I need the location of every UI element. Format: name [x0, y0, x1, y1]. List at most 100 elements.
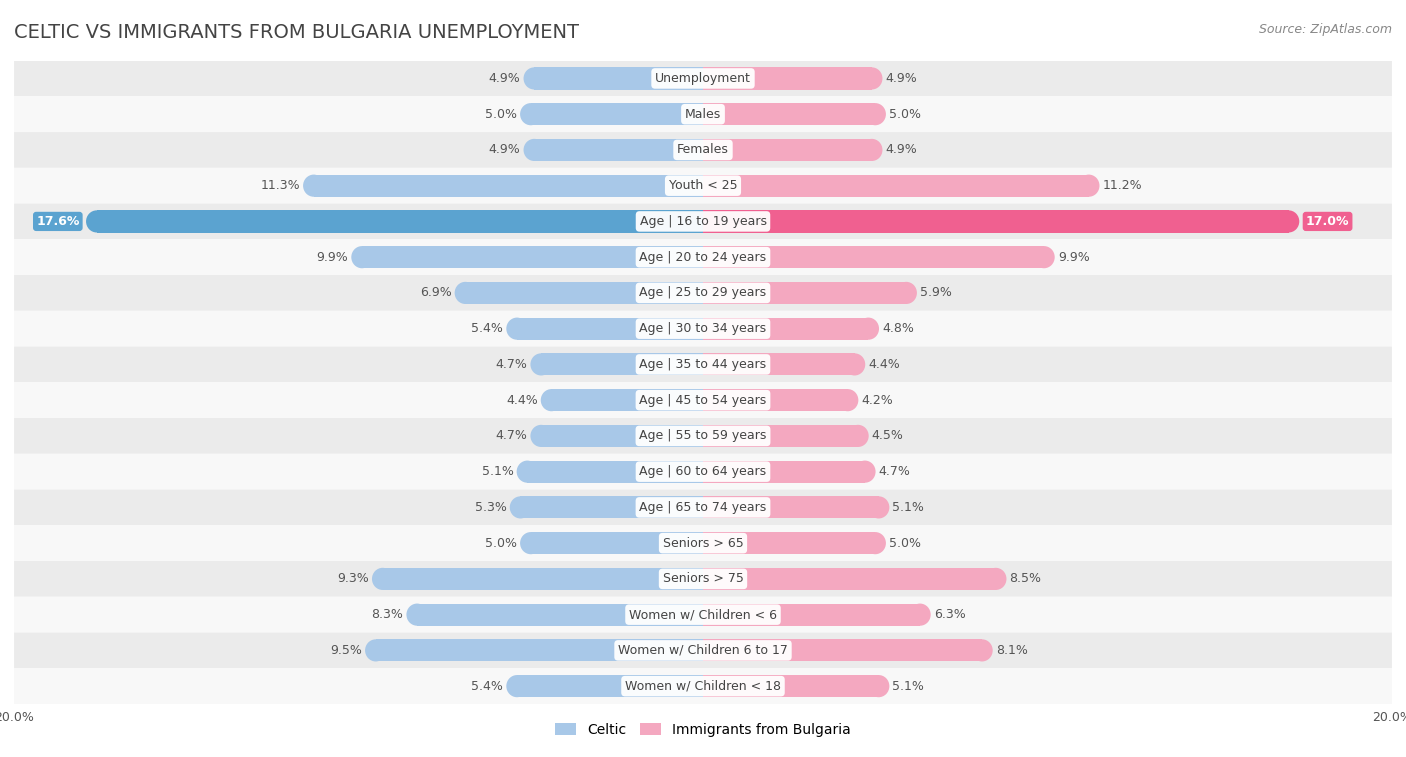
- Bar: [703, 175, 1088, 197]
- Text: 5.4%: 5.4%: [471, 322, 503, 335]
- Text: 5.9%: 5.9%: [920, 286, 952, 300]
- Circle shape: [868, 675, 890, 697]
- Text: Women w/ Children < 18: Women w/ Children < 18: [626, 680, 780, 693]
- Text: Age | 16 to 19 years: Age | 16 to 19 years: [640, 215, 766, 228]
- Text: 9.5%: 9.5%: [330, 644, 361, 657]
- Text: 9.9%: 9.9%: [316, 251, 349, 263]
- Text: 4.9%: 4.9%: [886, 143, 917, 157]
- Text: 17.6%: 17.6%: [37, 215, 80, 228]
- Text: 4.4%: 4.4%: [506, 394, 537, 407]
- Bar: [703, 354, 855, 375]
- Text: 5.0%: 5.0%: [889, 107, 921, 120]
- Bar: [520, 497, 703, 519]
- Circle shape: [541, 389, 562, 411]
- Bar: [703, 389, 848, 411]
- Text: 9.9%: 9.9%: [1057, 251, 1090, 263]
- Bar: [531, 103, 703, 125]
- Bar: [314, 175, 703, 197]
- Circle shape: [530, 425, 551, 447]
- FancyBboxPatch shape: [14, 382, 1392, 418]
- Text: 8.1%: 8.1%: [995, 644, 1028, 657]
- Text: 11.2%: 11.2%: [1102, 179, 1142, 192]
- FancyBboxPatch shape: [14, 525, 1392, 561]
- Text: Age | 65 to 74 years: Age | 65 to 74 years: [640, 501, 766, 514]
- Bar: [703, 497, 879, 519]
- Bar: [703, 210, 1289, 232]
- Text: Age | 35 to 44 years: Age | 35 to 44 years: [640, 358, 766, 371]
- Text: 4.2%: 4.2%: [862, 394, 893, 407]
- Text: 6.9%: 6.9%: [420, 286, 451, 300]
- Text: 5.1%: 5.1%: [893, 501, 924, 514]
- Circle shape: [986, 568, 1007, 590]
- Text: 4.7%: 4.7%: [495, 429, 527, 442]
- Text: CELTIC VS IMMIGRANTS FROM BULGARIA UNEMPLOYMENT: CELTIC VS IMMIGRANTS FROM BULGARIA UNEMP…: [14, 23, 579, 42]
- Circle shape: [972, 640, 993, 662]
- Bar: [541, 354, 703, 375]
- Circle shape: [837, 389, 858, 411]
- Text: Seniors > 65: Seniors > 65: [662, 537, 744, 550]
- Text: Age | 25 to 29 years: Age | 25 to 29 years: [640, 286, 766, 300]
- Text: 5.3%: 5.3%: [475, 501, 506, 514]
- Bar: [551, 389, 703, 411]
- FancyBboxPatch shape: [14, 490, 1392, 525]
- Circle shape: [352, 246, 373, 268]
- Bar: [541, 425, 703, 447]
- Circle shape: [865, 103, 886, 125]
- Text: 4.5%: 4.5%: [872, 429, 904, 442]
- Text: 4.9%: 4.9%: [886, 72, 917, 85]
- Text: Seniors > 75: Seniors > 75: [662, 572, 744, 585]
- Bar: [703, 640, 981, 662]
- Text: Age | 45 to 54 years: Age | 45 to 54 years: [640, 394, 766, 407]
- Text: 4.9%: 4.9%: [489, 143, 520, 157]
- Text: 5.1%: 5.1%: [893, 680, 924, 693]
- Text: 8.5%: 8.5%: [1010, 572, 1042, 585]
- Bar: [382, 568, 703, 590]
- Bar: [703, 603, 920, 626]
- Circle shape: [373, 568, 394, 590]
- Bar: [703, 318, 869, 340]
- Text: 5.0%: 5.0%: [485, 107, 517, 120]
- Circle shape: [860, 139, 883, 161]
- Circle shape: [406, 603, 427, 626]
- Bar: [703, 425, 858, 447]
- Text: 5.4%: 5.4%: [471, 680, 503, 693]
- FancyBboxPatch shape: [14, 168, 1392, 204]
- Circle shape: [896, 282, 917, 304]
- FancyBboxPatch shape: [14, 96, 1392, 132]
- Text: 4.7%: 4.7%: [879, 465, 911, 478]
- Text: Age | 60 to 64 years: Age | 60 to 64 years: [640, 465, 766, 478]
- FancyBboxPatch shape: [14, 204, 1392, 239]
- Text: 5.1%: 5.1%: [482, 465, 513, 478]
- Circle shape: [868, 497, 890, 519]
- Circle shape: [366, 640, 387, 662]
- FancyBboxPatch shape: [14, 275, 1392, 311]
- Bar: [703, 568, 995, 590]
- Bar: [703, 282, 907, 304]
- Bar: [97, 210, 703, 232]
- Circle shape: [86, 210, 107, 232]
- Circle shape: [910, 603, 931, 626]
- Circle shape: [523, 67, 546, 89]
- FancyBboxPatch shape: [14, 453, 1392, 490]
- Bar: [703, 460, 865, 483]
- Circle shape: [454, 282, 477, 304]
- Bar: [703, 532, 875, 554]
- FancyBboxPatch shape: [14, 597, 1392, 633]
- Bar: [465, 282, 703, 304]
- Text: Age | 20 to 24 years: Age | 20 to 24 years: [640, 251, 766, 263]
- Bar: [375, 640, 703, 662]
- Circle shape: [1033, 246, 1054, 268]
- Text: 4.4%: 4.4%: [869, 358, 900, 371]
- Bar: [517, 318, 703, 340]
- Circle shape: [860, 67, 883, 89]
- Text: 6.3%: 6.3%: [934, 608, 966, 621]
- Legend: Celtic, Immigrants from Bulgaria: Celtic, Immigrants from Bulgaria: [550, 717, 856, 742]
- Text: 4.7%: 4.7%: [495, 358, 527, 371]
- Circle shape: [855, 460, 876, 483]
- FancyBboxPatch shape: [14, 561, 1392, 597]
- Bar: [418, 603, 703, 626]
- Text: 9.3%: 9.3%: [337, 572, 368, 585]
- FancyBboxPatch shape: [14, 61, 1392, 96]
- Bar: [534, 139, 703, 161]
- Circle shape: [530, 354, 551, 375]
